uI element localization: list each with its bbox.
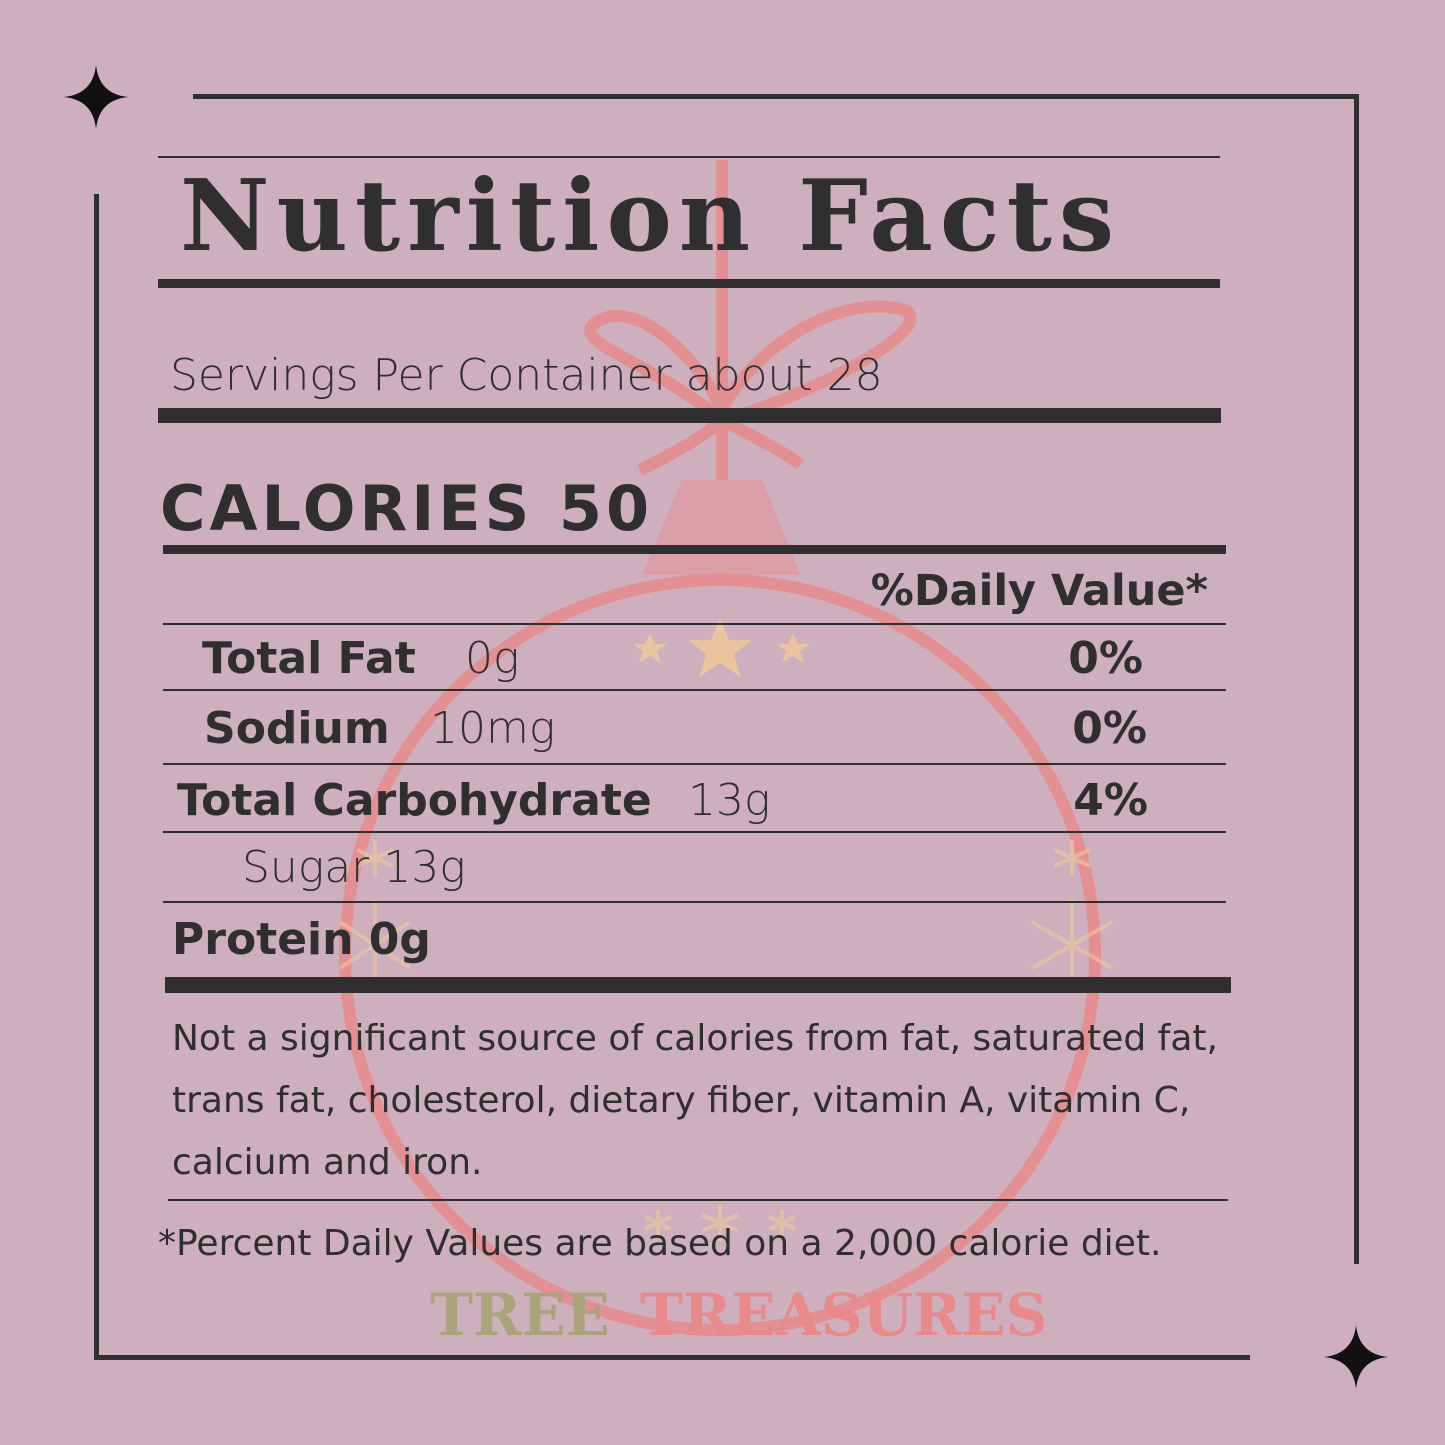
nutrient-dv: 0% <box>1072 703 1147 754</box>
protein-row: Protein 0g <box>172 914 431 965</box>
snowflake-icon <box>338 840 1113 1241</box>
divider <box>163 831 1226 833</box>
watermark-treasures: TREASURES <box>640 1281 1047 1349</box>
frame-left <box>94 194 99 1360</box>
frame-top <box>193 94 1359 99</box>
footnote: *Percent Daily Values are based on a 2,0… <box>158 1223 1162 1264</box>
divider <box>168 1199 1228 1201</box>
divider <box>163 689 1226 691</box>
nutrient-amount: 10mg <box>430 703 556 754</box>
nutrient-dv: 0% <box>1068 633 1143 684</box>
nutrient-amount: 13g <box>688 775 771 826</box>
note-line: calcium and iron. <box>172 1142 483 1183</box>
watermark-tree: TREE <box>430 1281 610 1349</box>
divider-thick <box>158 408 1221 423</box>
sugar-row: Sugar 13g <box>242 842 466 893</box>
divider-thick <box>163 545 1226 554</box>
note-line: Not a significant source of calories fro… <box>172 1018 1218 1059</box>
servings-per-container: Servings Per Container about 28 <box>170 350 883 401</box>
divider <box>158 156 1220 158</box>
nutrient-name: Total Fat <box>202 633 416 684</box>
sparkle-star-icon <box>1324 1325 1388 1389</box>
calories: CALORIES 50 <box>160 472 654 545</box>
divider <box>163 901 1226 903</box>
frame-bottom <box>94 1355 1250 1360</box>
note-line: trans fat, cholesterol, dietary fiber, v… <box>172 1080 1191 1121</box>
star-icon <box>633 618 810 677</box>
nutrient-name: Total Carbohydrate <box>177 775 652 826</box>
label-title: Nutrition Facts <box>180 159 1122 274</box>
nutrient-amount: 0g <box>465 633 520 684</box>
frame-right <box>1354 94 1359 1264</box>
sparkle-star-icon <box>64 65 128 129</box>
divider <box>163 623 1226 625</box>
nutrient-name: Sodium <box>204 703 390 754</box>
divider <box>163 763 1226 765</box>
divider-thick <box>158 279 1220 288</box>
daily-value-header: %Daily Value* <box>870 566 1208 616</box>
nutrient-dv: 4% <box>1073 775 1148 826</box>
divider-thick <box>165 977 1231 993</box>
